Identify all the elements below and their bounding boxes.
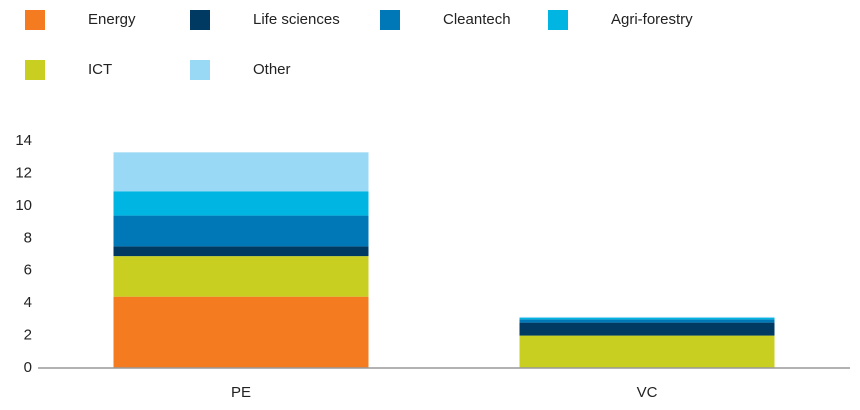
legend-swatch	[190, 10, 210, 30]
legend-label: Life sciences	[253, 11, 340, 28]
bar-segment	[519, 316, 775, 318]
y-tick-label: 8	[24, 229, 32, 246]
legend-label: ICT	[88, 61, 112, 78]
legend-label: Agri-forestry	[611, 11, 693, 28]
legend-label: Cleantech	[443, 11, 511, 28]
y-tick-label: 10	[15, 197, 32, 214]
bar-segment	[519, 317, 775, 320]
y-tick-label: 6	[24, 262, 32, 279]
bar-segment	[113, 191, 369, 216]
bar-segment	[113, 246, 369, 257]
legend-swatch	[190, 60, 210, 80]
bar-segment	[519, 322, 775, 336]
legend-label: Energy	[88, 11, 136, 28]
legend-swatch	[25, 10, 45, 30]
x-tick-label: VC	[637, 384, 658, 401]
bar-segment	[519, 319, 775, 323]
bar-segment	[113, 215, 369, 247]
bar-segment	[113, 152, 369, 192]
legend-label: Other	[253, 61, 291, 78]
legend-swatch	[380, 10, 400, 30]
y-tick-label: 4	[24, 294, 32, 311]
x-tick-label: PE	[231, 384, 251, 401]
y-tick-label: 0	[24, 359, 32, 376]
bar-segment	[113, 296, 369, 368]
y-tick-label: 2	[24, 327, 32, 344]
legend-swatch	[25, 60, 45, 80]
legend-swatch	[548, 10, 568, 30]
y-tick-label: 12	[15, 164, 32, 181]
y-tick-label: 14	[15, 132, 32, 149]
bar-segment	[519, 335, 775, 368]
bar-segment	[113, 256, 369, 297]
